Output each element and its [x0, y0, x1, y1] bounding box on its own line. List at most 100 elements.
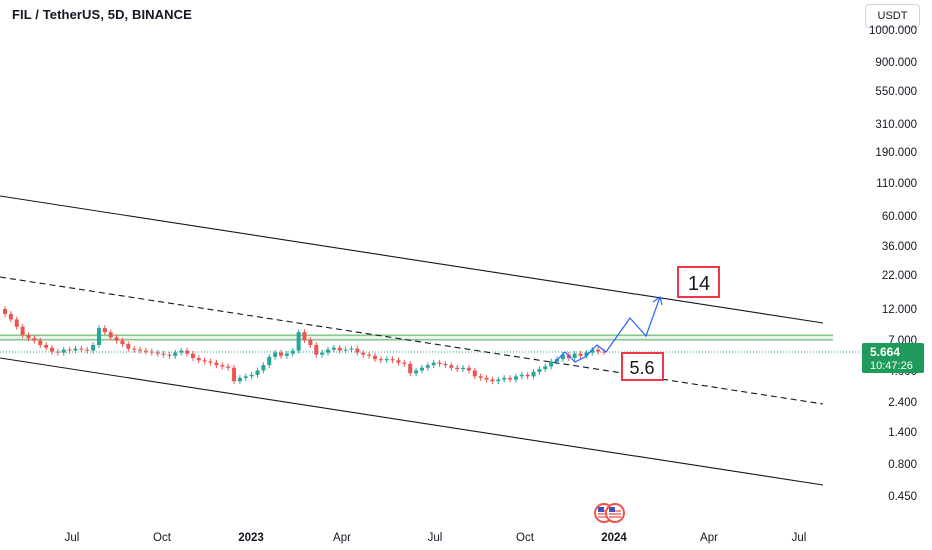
zone-fill [0, 335, 833, 340]
time-axis-tick-label: Jul [428, 532, 443, 544]
candle-body [279, 352, 284, 356]
candle-body [367, 354, 372, 356]
candle-body [202, 360, 207, 362]
price-axis-tick-label: 1000.000 [869, 25, 917, 37]
candle-body [196, 357, 201, 361]
candle-body [14, 319, 19, 327]
candle-body [384, 359, 389, 361]
candle-body [390, 359, 395, 361]
time-axis-tick-label: Oct [153, 532, 172, 544]
candle-body [226, 366, 231, 368]
candle-body [96, 328, 101, 345]
channel-upper-line[interactable] [0, 195, 824, 324]
candle-body [431, 362, 436, 366]
candle-body [161, 353, 166, 355]
support-resistance-zone [0, 334, 860, 353]
projection-line[interactable] [554, 296, 661, 363]
candle-body [302, 332, 307, 340]
price-axis-tick-label: 0.800 [888, 459, 917, 471]
candle-body [531, 371, 536, 377]
candle-body [167, 354, 172, 356]
channel-lower-line[interactable] [0, 357, 824, 486]
time-axis: Jul Oct 2023 Apr Jul Oct 2024 Apr Jul [65, 532, 807, 544]
candle-body [108, 332, 113, 338]
candle-body [584, 352, 589, 356]
time-axis-tick-label: 2023 [238, 532, 264, 544]
candle-body [190, 353, 195, 358]
price-axis-tick-label: 0.450 [888, 491, 917, 503]
candle-body [243, 376, 248, 378]
projection-path [554, 295, 663, 363]
candle-body [537, 369, 542, 372]
projection-arrowhead [652, 295, 663, 306]
support-label-box [621, 352, 664, 381]
candle-body [513, 376, 518, 380]
channel-middle-dashed-line[interactable] [0, 276, 824, 405]
price-axis: 1000.000 900.000 550.000 310.000 190.000 110.… [869, 25, 917, 503]
candle-body [508, 377, 513, 380]
candle-body [208, 361, 213, 363]
candle-body [132, 348, 137, 350]
candle-body [331, 347, 336, 350]
price-axis-tick-label: 110.000 [876, 178, 917, 190]
us-flag-event-icon[interactable] [605, 503, 625, 523]
flag-canton [598, 507, 604, 512]
candle-body [496, 379, 501, 382]
candle-body [543, 366, 548, 370]
price-axis-tick-label: 310.000 [875, 119, 917, 131]
price-axis-tick-label: 12.000 [882, 304, 917, 316]
target-label-box [677, 266, 720, 298]
candle-body [560, 354, 565, 360]
candle-body [179, 350, 184, 353]
candle-body [155, 352, 160, 354]
candle-body [402, 362, 407, 364]
candle-body [49, 347, 54, 352]
candle-body [3, 309, 7, 314]
candle-body [284, 353, 289, 356]
candle-body [102, 328, 107, 333]
candle-body [578, 353, 583, 356]
target-label-14: 14 [688, 273, 710, 295]
candle-body [237, 377, 242, 382]
time-axis-tick-label: Jul [65, 532, 80, 544]
candle-body [120, 340, 125, 345]
support-label-5-6: 5.6 [629, 358, 654, 378]
candle-body [478, 376, 483, 378]
descending-channel [0, 195, 824, 486]
candle-body [149, 351, 154, 353]
price-axis-tick-label: 2.400 [888, 397, 917, 409]
candle-body [173, 352, 178, 356]
candle-body [378, 359, 383, 361]
candle-body [349, 348, 354, 350]
candle-body [490, 379, 495, 382]
candle-body [290, 350, 295, 354]
candle-body [408, 363, 413, 374]
candle-body [249, 374, 254, 377]
candle-body [472, 370, 477, 377]
time-axis-tick-label: 2024 [601, 532, 627, 544]
candle-body [114, 337, 119, 341]
candle-body [32, 338, 37, 341]
candle-body [596, 349, 601, 352]
candle-body [267, 356, 272, 366]
candle-body [126, 344, 131, 349]
price-axis-tick-label: 60.000 [882, 211, 917, 223]
candle-body [91, 344, 96, 351]
price-axis-tick-label: 550.000 [875, 86, 917, 98]
candle-body [519, 374, 524, 377]
candle-body [414, 370, 419, 374]
candle-body [320, 352, 325, 355]
candle-body [372, 355, 377, 360]
candle-body [461, 367, 466, 370]
candle-body [466, 367, 471, 371]
candle-body [73, 348, 78, 351]
candle-body [214, 362, 219, 366]
candle-body [273, 352, 278, 357]
candle-body [61, 349, 66, 353]
candle-body [8, 313, 13, 320]
candle-body [437, 362, 442, 364]
currency-selector-button[interactable]: USDT [865, 4, 920, 28]
candle-body [484, 377, 489, 380]
candle-body [138, 349, 143, 351]
